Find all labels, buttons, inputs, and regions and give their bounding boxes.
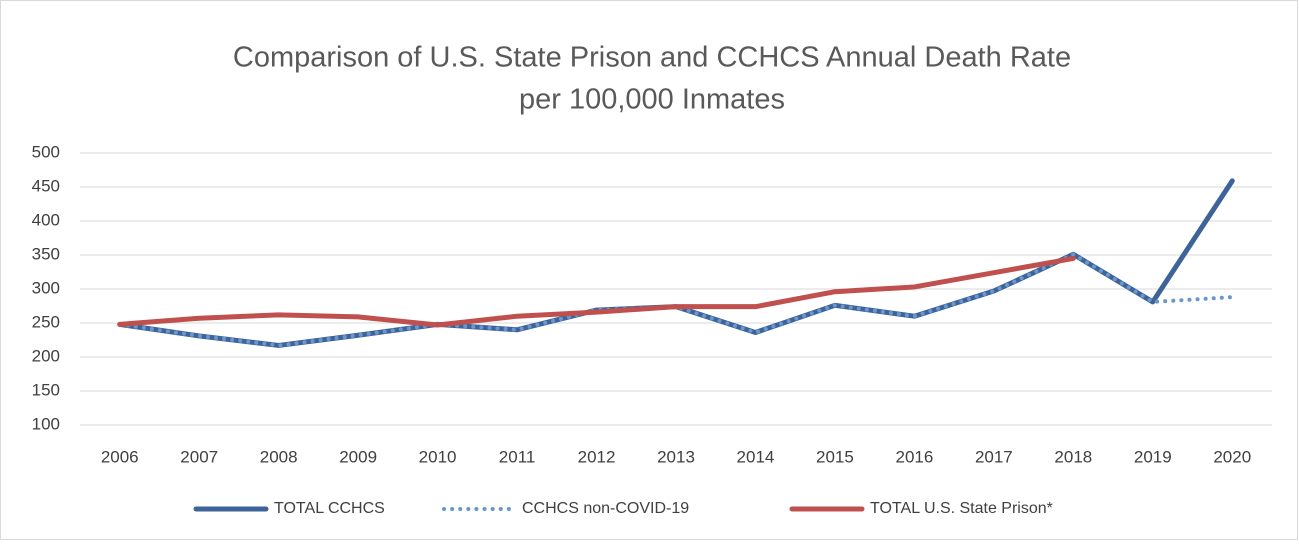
chart-title: per 100,000 Inmates: [519, 84, 785, 116]
y-tick-label: 200: [32, 346, 60, 365]
series-line: [117, 252, 1235, 348]
y-tick-label: 400: [32, 210, 60, 229]
y-tick-label: 500: [32, 142, 60, 161]
x-tick-label: 2020: [1213, 447, 1251, 466]
x-tick-label: 2019: [1134, 447, 1172, 466]
legend-label: CCHCS non-COVID-19: [522, 500, 689, 517]
x-tick-label: 2011: [499, 447, 536, 466]
x-tick-label: 2006: [101, 447, 139, 466]
x-tick-label: 2012: [578, 447, 616, 466]
legend-label: TOTAL CCHCS: [274, 500, 385, 517]
x-tick-label: 2008: [260, 447, 298, 466]
chart-title: Comparison of U.S. State Prison and CCHC…: [233, 42, 1071, 74]
x-tick-label: 2013: [657, 447, 695, 466]
y-tick-label: 450: [32, 176, 60, 195]
x-tick-label: 2015: [816, 447, 854, 466]
y-tick-label: 100: [32, 414, 60, 433]
x-tick-label: 2017: [975, 447, 1013, 466]
x-tick-label: 2010: [419, 447, 457, 466]
legend-label: TOTAL U.S. State Prison*: [870, 500, 1053, 517]
x-tick-label: 2016: [895, 447, 933, 466]
y-tick-label: 250: [32, 312, 60, 331]
series-line: [117, 255, 1076, 328]
y-tick-label: 300: [32, 278, 60, 297]
y-tick-label: 350: [32, 244, 60, 263]
x-tick-label: 2009: [339, 447, 377, 466]
x-tick-label: 2014: [737, 447, 775, 466]
y-tick-label: 150: [32, 380, 60, 399]
x-tick-label: 2007: [180, 447, 218, 466]
x-tick-label: 2018: [1054, 447, 1092, 466]
